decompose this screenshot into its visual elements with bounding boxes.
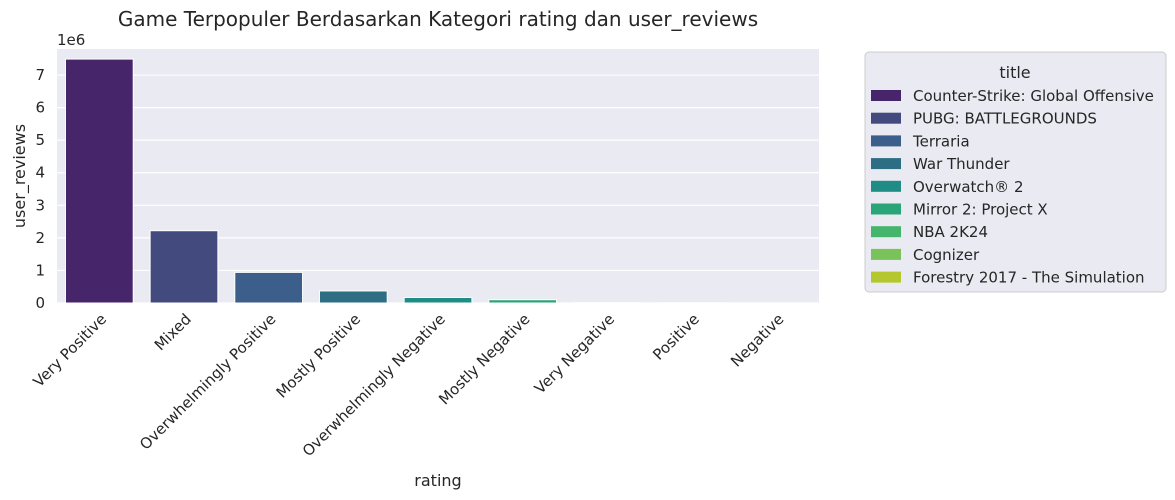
x-tick-label: Mixed — [151, 310, 195, 354]
bar-overwhelmingly-negative — [403, 296, 473, 304]
x-tick-label: Very Negative — [531, 310, 618, 397]
legend-label: NBA 2K24 — [913, 223, 988, 241]
bar-negative — [742, 302, 812, 304]
x-tick-label: Overwhelmingly Negative — [299, 310, 449, 460]
x-tick-label: Mostly Positive — [273, 310, 365, 402]
legend-item: War Thunder — [871, 155, 1010, 173]
bar-overwhelmingly-positive — [234, 271, 304, 304]
legend-box — [864, 51, 1167, 293]
legend-swatch — [871, 226, 901, 238]
legend-item: Mirror 2: Project X — [871, 201, 1048, 219]
legend-label: War Thunder — [913, 155, 1010, 173]
bar-mixed — [149, 230, 219, 304]
y-tick-labels: 0 1 2 3 4 5 6 7 — [35, 66, 45, 312]
x-tick-label: Positive — [649, 310, 703, 364]
bar-very-negative — [572, 302, 642, 304]
y-offset-label: 1e6 — [57, 31, 85, 49]
bar-very-positive — [64, 58, 134, 304]
x-tick-label: Negative — [727, 310, 787, 370]
legend-swatch — [871, 203, 901, 215]
x-axis-label: rating — [414, 471, 461, 490]
legend-item: Terraria — [871, 132, 970, 150]
chart-title: Game Terpopuler Berdasarkan Kategori rat… — [118, 7, 758, 31]
legend-label: Overwatch® 2 — [913, 178, 1024, 196]
legend-swatch — [871, 135, 901, 147]
y-axis-label: user_reviews — [10, 124, 30, 228]
x-tick-label: Very Positive — [30, 310, 111, 391]
legend-item: NBA 2K24 — [871, 223, 988, 241]
legend-swatch — [871, 180, 901, 192]
bars — [64, 58, 812, 304]
legend-item: PUBG: BATTLEGROUNDS — [871, 110, 1097, 128]
legend-item: Cognizer — [871, 246, 980, 264]
legend-item: Counter-Strike: Global Offensive — [871, 87, 1154, 105]
y-tick-label: 4 — [35, 164, 45, 182]
y-tick-label: 2 — [35, 229, 45, 247]
legend-entries: Counter-Strike: Global Offensive PUBG: BA… — [871, 87, 1154, 287]
y-tick-label: 1 — [35, 261, 45, 279]
y-tick-label: 7 — [35, 66, 45, 84]
legend-swatch — [871, 112, 901, 124]
legend-label: PUBG: BATTLEGROUNDS — [913, 110, 1097, 128]
x-tick-label: Overwhelmingly Positive — [136, 310, 279, 453]
legend-item: Forestry 2017 - The Simulation — [871, 269, 1145, 287]
legend-label: Mirror 2: Project X — [913, 201, 1048, 219]
y-tick-label: 5 — [35, 131, 45, 149]
legend-item: Overwatch® 2 — [871, 178, 1024, 196]
y-tick-label: 3 — [35, 196, 45, 214]
x-tick-label: Mostly Negative — [435, 310, 533, 408]
legend-label: Counter-Strike: Global Offensive — [913, 87, 1154, 105]
legend-swatch — [871, 271, 901, 283]
y-tick-label: 6 — [35, 99, 45, 117]
legend-label: Terraria — [912, 132, 970, 150]
bar-mostly-positive — [318, 290, 388, 304]
y-tick-label: 0 — [35, 294, 45, 312]
legend-label: Cognizer — [913, 246, 980, 264]
legend-title: title — [999, 63, 1030, 82]
bar-positive — [657, 302, 727, 304]
legend-label: Forestry 2017 - The Simulation — [913, 269, 1145, 287]
legend-swatch — [871, 158, 901, 170]
legend-swatch — [871, 90, 901, 101]
legend-swatch — [871, 248, 901, 260]
bar-mostly-negative — [488, 299, 558, 304]
